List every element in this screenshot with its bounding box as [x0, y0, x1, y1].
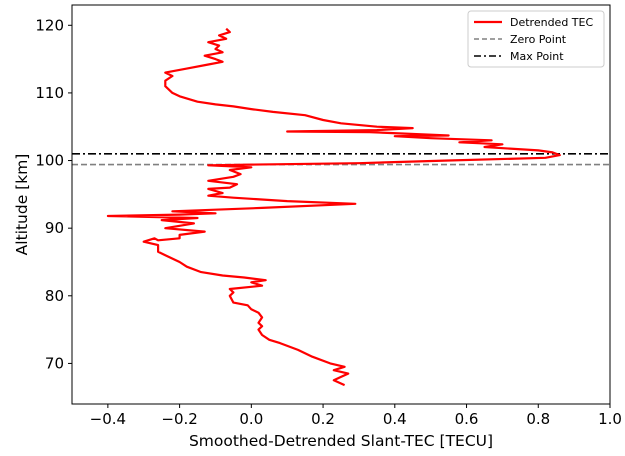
x-tick-label: 0.4: [383, 410, 407, 428]
x-tick-label: −0.2: [161, 410, 197, 428]
y-tick-label: 100: [35, 152, 64, 170]
plot-frame: [71, 4, 611, 405]
legend-label: Max Point: [510, 50, 564, 63]
x-tick-label: 0.0: [239, 410, 263, 428]
x-tick-label: −0.4: [90, 410, 126, 428]
x-tick-label: 0.2: [311, 410, 335, 428]
legend-label: Detrended TEC: [510, 16, 593, 29]
x-tick-label: 0.6: [455, 410, 479, 428]
y-tick-label: 90: [45, 219, 64, 237]
y-tick-label: 70: [45, 354, 64, 372]
y-tick-label: 120: [35, 16, 64, 34]
x-axis-title: Smoothed-Detrended Slant-TEC [TECU]: [189, 432, 493, 450]
legend-box: [467, 10, 605, 68]
x-tick-label: 0.8: [526, 410, 550, 428]
x-tick-label: 1.0: [598, 410, 622, 428]
legend-label: Zero Point: [510, 33, 567, 46]
plot-layer: [72, 27, 610, 387]
legend: Detrended TEC Zero Point Max Point: [467, 10, 605, 68]
axes-layer: −0.4 −0.2 0.0 0.2 0.4 0.6 0.8 1.0 70 80 90 100 110 12…: [35, 4, 622, 428]
y-tick-label: 80: [45, 287, 64, 305]
y-tick-label: 110: [35, 84, 64, 102]
y-axis-title: Altitude [km]: [13, 154, 31, 256]
detrended-tec-line: [106, 27, 561, 387]
